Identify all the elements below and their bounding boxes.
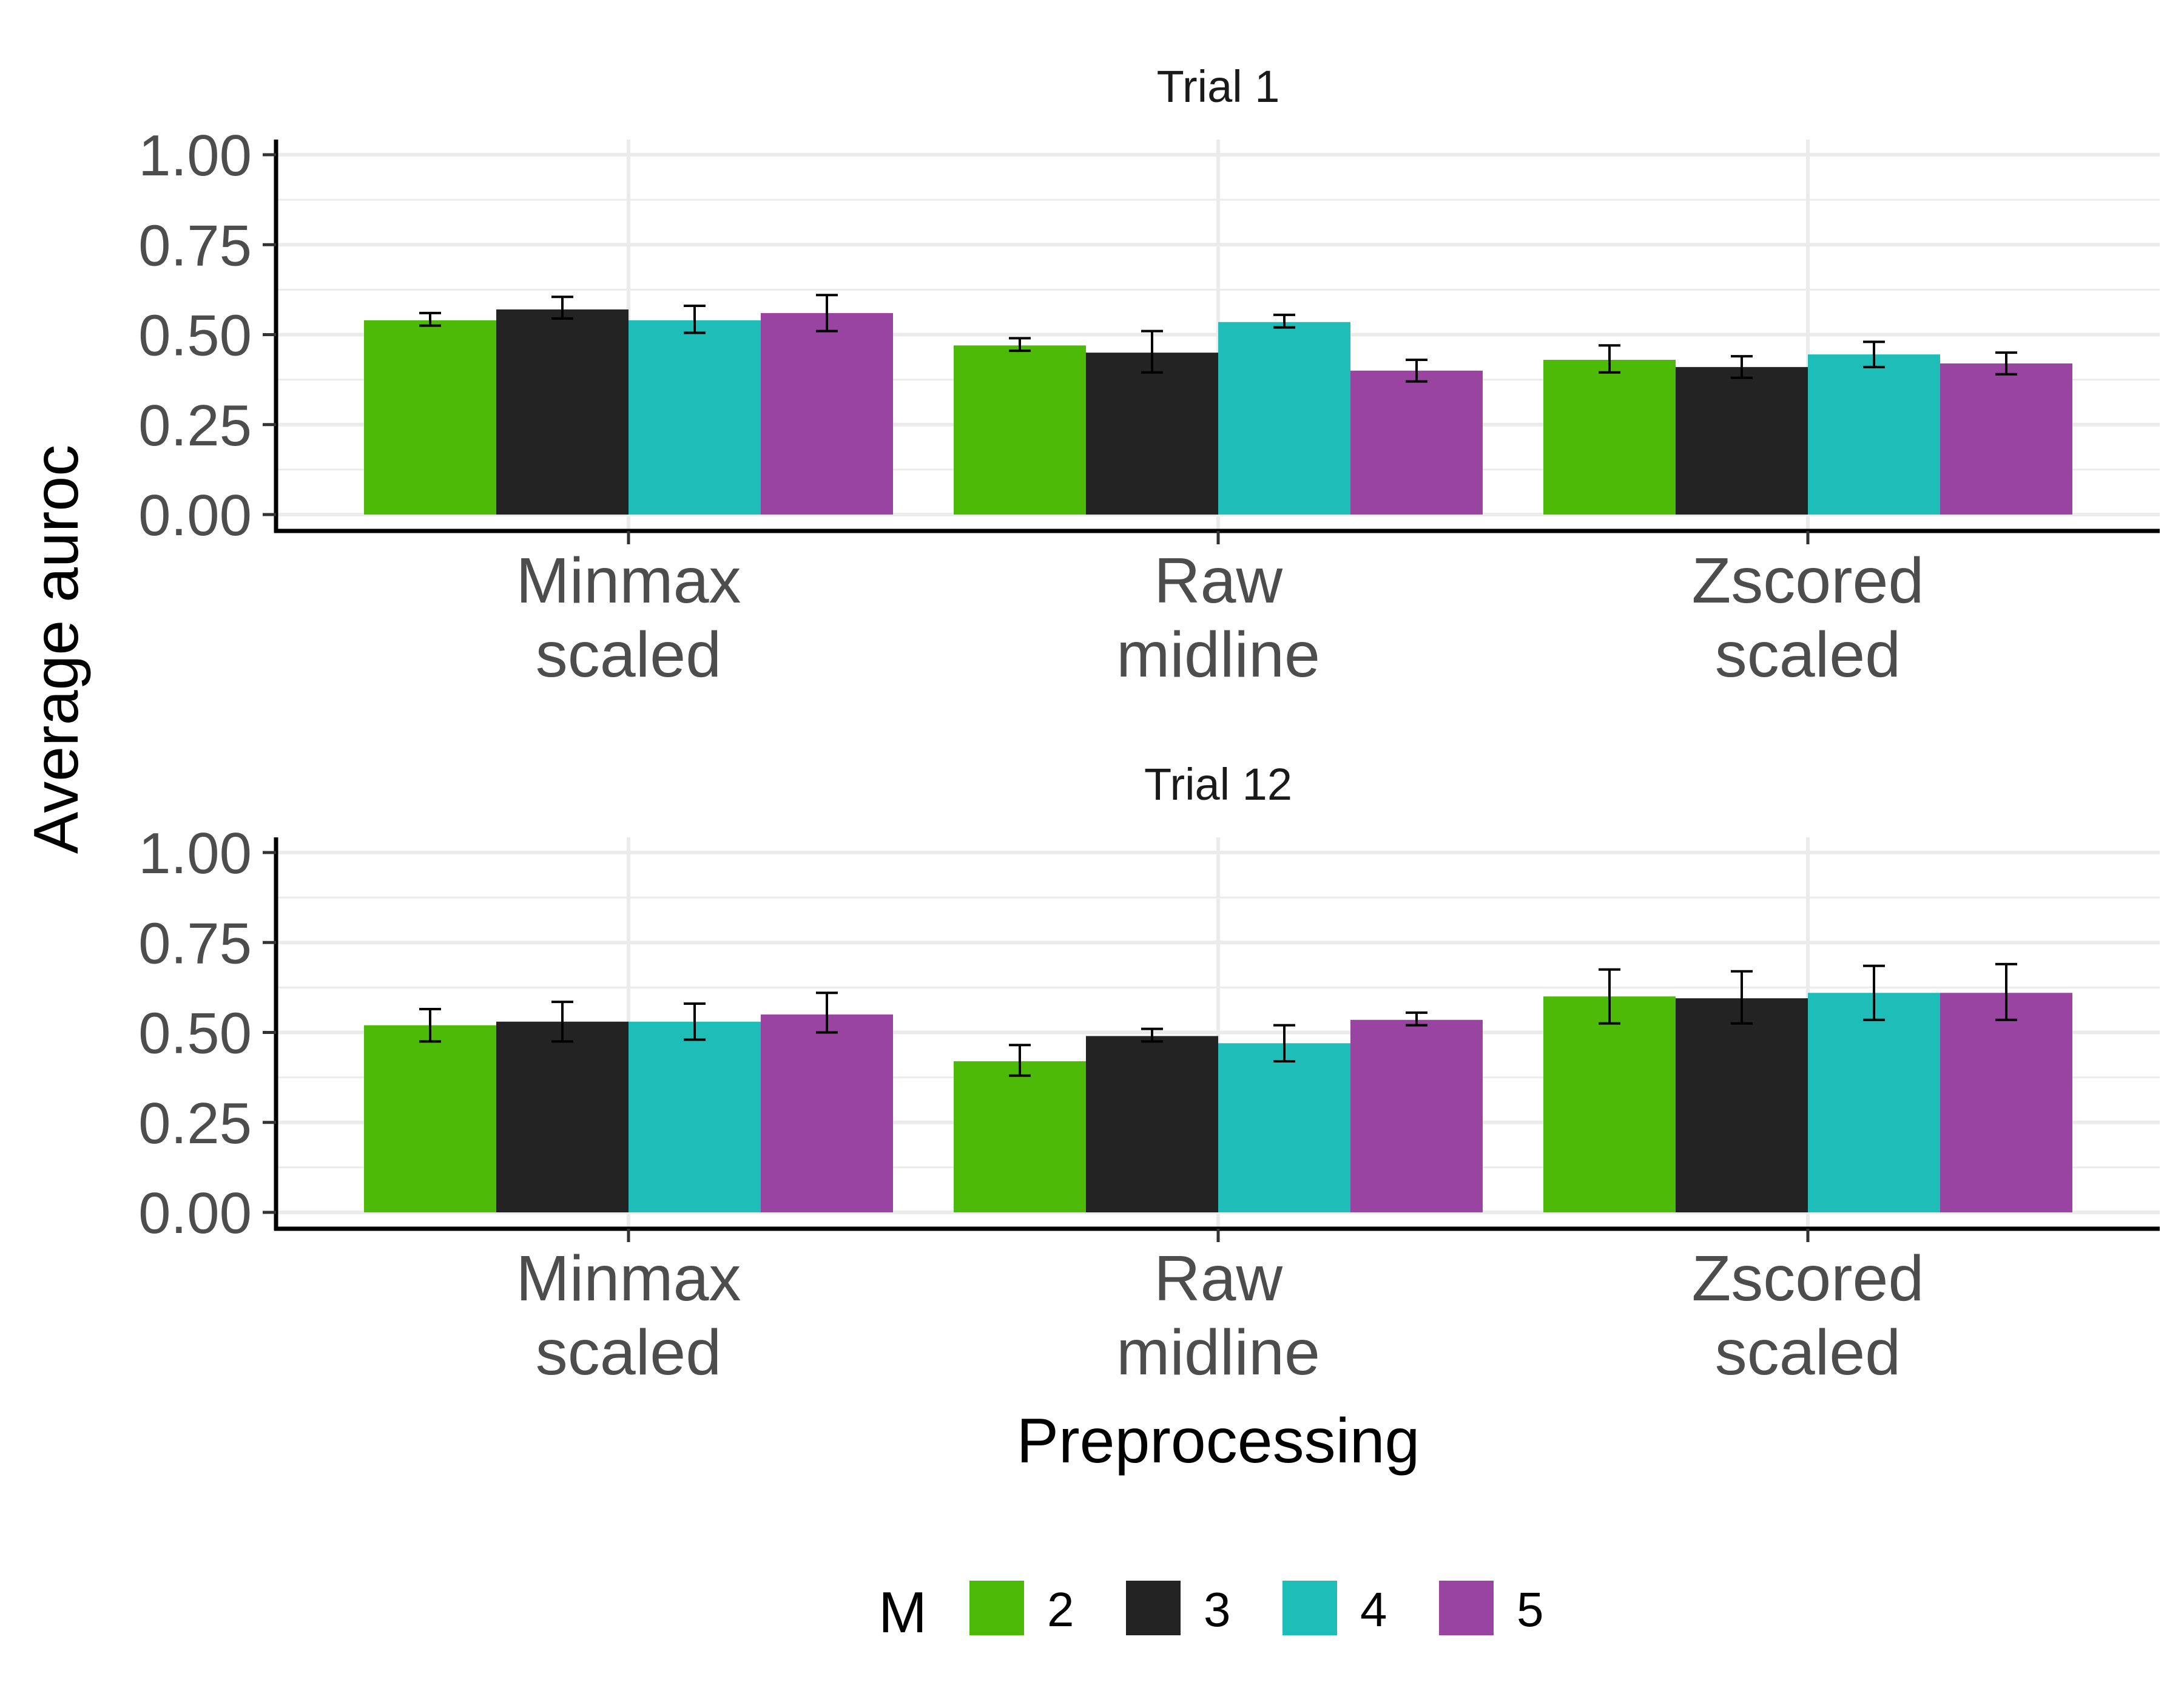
bar: [364, 1025, 496, 1212]
bar: [496, 1021, 629, 1212]
y-tick-label: 0.50: [138, 1001, 252, 1066]
x-tick-label-line: Minmax: [516, 1243, 741, 1314]
y-tick-label: 0.75: [138, 213, 252, 278]
y-tick-label: 0.00: [138, 483, 252, 548]
error-bar: [1863, 964, 1885, 1021]
y-tick-label: 1.00: [138, 123, 252, 188]
error-bar: [1599, 968, 1620, 1025]
x-axis-title: Preprocessing: [1017, 1406, 1420, 1476]
error-bar: [1863, 340, 1885, 368]
y-tick-label: 0.50: [138, 303, 252, 368]
bar: [1940, 993, 2072, 1212]
bar: [1350, 1019, 1483, 1212]
panel-title: Trial 12: [1144, 759, 1292, 809]
legend-key: [1439, 1581, 1494, 1635]
bar: [1676, 998, 1808, 1212]
x-tick-label: Zscored scaled: [1692, 1243, 1924, 1388]
error-bar: [1406, 1011, 1427, 1027]
x-tick-label-line: Raw: [1154, 1243, 1283, 1314]
legend-key: [1282, 1581, 1337, 1635]
x-tick-label-line: Raw: [1154, 545, 1283, 616]
legend-key: [1126, 1581, 1181, 1635]
error-bar: [816, 991, 838, 1034]
error-bar: [1273, 1024, 1295, 1062]
y-axis-title: Average auroc: [21, 445, 92, 854]
error-bar: [1995, 962, 2017, 1021]
y-tick-label: 0.25: [138, 393, 252, 458]
bar: [1543, 360, 1676, 515]
bar: [954, 1061, 1086, 1212]
error-bar: [551, 1001, 573, 1043]
x-tick-label: Zscored scaled: [1692, 545, 1924, 691]
error-bar: [684, 1002, 706, 1041]
error-bar: [816, 294, 838, 333]
bar: [1218, 322, 1350, 515]
error-bar: [1406, 359, 1427, 383]
error-bar: [684, 305, 706, 334]
x-tick-label-line: midline: [1116, 619, 1320, 691]
bar: [1808, 354, 1940, 515]
bar: [761, 312, 893, 515]
bar: [1676, 366, 1808, 515]
bars: [364, 962, 2072, 1212]
legend-label: 2: [1047, 1582, 1074, 1637]
y-tick-label: 0.75: [138, 911, 252, 976]
error-bar: [1141, 1027, 1163, 1043]
legend-key: [969, 1581, 1024, 1635]
bar: [496, 309, 629, 515]
error-bar: [1995, 351, 2017, 376]
bar: [1808, 993, 1940, 1212]
bar: [1218, 1043, 1350, 1212]
x-tick-label-line: Minmax: [516, 545, 741, 616]
legend-label: 4: [1360, 1582, 1387, 1637]
x-tick-label-line: scaled: [1715, 1317, 1901, 1388]
error-bar: [1731, 355, 1753, 379]
error-bar: [419, 311, 441, 327]
x-tick-label-line: scaled: [536, 619, 721, 691]
x-tick-label-line: scaled: [536, 1317, 721, 1388]
error-bar: [1141, 329, 1163, 374]
error-bar: [1009, 1044, 1031, 1077]
bar: [1543, 996, 1676, 1212]
x-tick-label: Raw midline: [1116, 1243, 1320, 1388]
y-tick-label: 1.00: [138, 821, 252, 886]
error-bar: [1599, 344, 1620, 374]
legend-label: 3: [1204, 1582, 1231, 1637]
legend: M 2 3 4 5: [878, 1580, 1544, 1645]
x-tick-label-line: Zscored: [1692, 545, 1924, 616]
x-tick-label-line: scaled: [1715, 619, 1901, 691]
legend-label: 5: [1517, 1582, 1544, 1637]
bar: [954, 345, 1086, 515]
bar: [364, 320, 496, 515]
bar: [1086, 1036, 1218, 1212]
bar: [629, 1021, 761, 1212]
bar: [629, 320, 761, 515]
panel-title: Trial 1: [1157, 61, 1280, 112]
x-tick-label: Minmax scaled: [516, 1243, 741, 1388]
y-tick-label: 0.25: [138, 1091, 252, 1156]
bars: [364, 294, 2072, 515]
bar: [1086, 353, 1218, 515]
error-bar: [1731, 970, 1753, 1025]
bar: [1940, 363, 2072, 515]
x-tick-label: Minmax scaled: [516, 545, 741, 691]
legend-title: M: [878, 1580, 927, 1645]
bar: [761, 1014, 893, 1212]
x-tick-label-line: midline: [1116, 1317, 1320, 1388]
x-tick-label: Raw midline: [1116, 545, 1320, 691]
y-tick-label: 0.00: [138, 1181, 252, 1246]
error-bar: [419, 1007, 441, 1043]
error-bar: [1009, 337, 1031, 353]
error-bar: [551, 296, 573, 320]
error-bar: [1273, 313, 1295, 329]
bar: [1350, 370, 1483, 515]
x-tick-label-line: Zscored: [1692, 1243, 1924, 1314]
